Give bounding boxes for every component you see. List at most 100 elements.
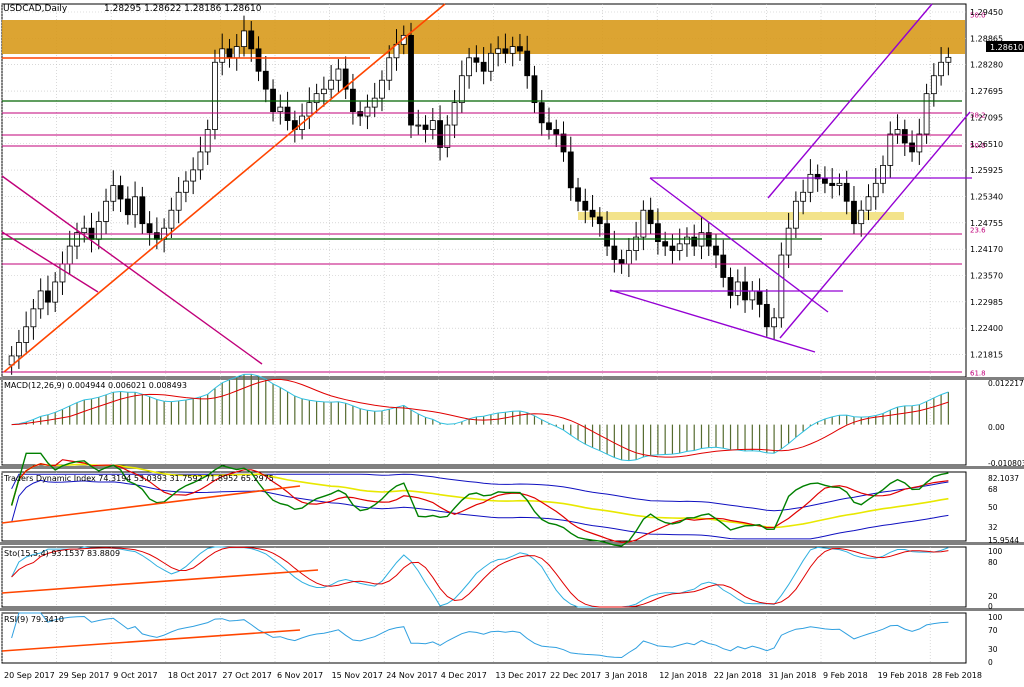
candle-body [408, 34, 414, 126]
candle-body [95, 221, 102, 240]
candle-body [117, 185, 124, 200]
candle-body [771, 317, 777, 328]
candle-body [894, 129, 901, 135]
candle-body [23, 326, 30, 343]
candle-body [822, 178, 828, 184]
x-tick-label: 22 Dec 2017 [550, 671, 601, 680]
x-tick-label: 18 Oct 2017 [168, 671, 217, 680]
y-tick-label: 1.21815 [970, 351, 1003, 360]
candle-body [901, 129, 908, 144]
candle-body [168, 209, 175, 229]
candle-body [444, 124, 451, 148]
candle-body [662, 241, 669, 247]
y-tick-label: 1.25925 [970, 166, 1003, 175]
indicator-tick-label: 0 [988, 658, 993, 667]
y-tick-label: 1.28280 [970, 61, 1003, 70]
candle-body [611, 245, 618, 260]
candle-body [183, 180, 189, 193]
candle-body [589, 209, 596, 218]
candle-body [676, 243, 683, 251]
candle-body [175, 191, 182, 211]
candle-body [640, 209, 647, 238]
candles [8, 15, 952, 375]
indicator-tick-label: 100 [988, 613, 1003, 622]
candle-body [829, 182, 836, 186]
candle-body [618, 259, 625, 265]
orange-trend-1 [3, 3, 446, 373]
candle-body [684, 236, 690, 245]
candle-body [502, 48, 509, 54]
candle-body [190, 169, 197, 182]
panel-separator-1 [0, 466, 1024, 469]
y-tick-label: 1.26510 [970, 140, 1003, 149]
candle-body [567, 151, 574, 189]
indicator-tick-label: 50 [988, 503, 998, 512]
x-tick-label: 3 Jan 2018 [605, 671, 648, 680]
x-tick-label: 15 Nov 2017 [332, 671, 383, 680]
candle-body [81, 227, 88, 234]
candle-body [124, 198, 131, 216]
candle-body [306, 102, 313, 117]
candle-body [524, 50, 531, 77]
candle-body [647, 209, 654, 225]
indicator-tick-label: 20 [988, 592, 998, 601]
candle-body [262, 70, 269, 90]
y-tick-label: 1.23570 [970, 272, 1003, 281]
x-tick-label: 13 Dec 2017 [495, 671, 546, 680]
tdi-title: Traders Dynamic Index 74.3194 53.0393 31… [3, 474, 274, 483]
x-tick-label: 22 Jan 2018 [714, 671, 762, 680]
candle-body [52, 281, 59, 303]
x-tick-label: 4 Dec 2017 [441, 671, 487, 680]
candle-body [727, 277, 734, 296]
candle-body [451, 102, 458, 126]
candle-body [814, 173, 821, 180]
indicator-tick-label: 68 [988, 485, 998, 494]
candle-body [923, 93, 930, 135]
candle-body [146, 223, 153, 234]
indicator-tick-label: 82.1037 [988, 474, 1019, 483]
magenta-trend-2 [1, 231, 99, 293]
sto-trendline [1, 569, 319, 594]
candle-body [466, 57, 473, 77]
candle-body [110, 185, 117, 202]
y-tick-label: 1.29450 [970, 8, 1003, 17]
candle-body [270, 88, 276, 112]
candle-body [582, 200, 589, 211]
candle-body [248, 30, 255, 50]
axes: 20 Sep 2017 29 Sep 2017 9 Oct 2017 18 Oct 2… [4, 8, 1024, 680]
indicator-tick-label: 100 [988, 547, 1003, 556]
candle-body [553, 129, 560, 135]
candle-body [45, 290, 51, 303]
tdi-lower-band [11, 479, 949, 540]
fib-label: 23.6 [970, 227, 986, 235]
candle-body [575, 187, 581, 202]
candle-body [633, 236, 640, 251]
sto-main-line [11, 546, 949, 608]
candle-body [713, 245, 719, 256]
macd-signal-line [11, 378, 949, 458]
candle-body [916, 133, 923, 153]
candle-body [655, 223, 661, 243]
candle-body [429, 120, 436, 130]
magenta-trend-1 [1, 175, 263, 365]
x-tick-label: 27 Oct 2017 [222, 671, 271, 680]
candle-body [219, 48, 226, 63]
indicators [1, 373, 949, 659]
x-tick-label: 19 Feb 2018 [878, 671, 928, 680]
candle-body [350, 88, 356, 112]
candle-body [66, 245, 73, 265]
fib-label: 38.2 [970, 112, 986, 120]
y-tick-label: 1.27695 [970, 87, 1003, 96]
candle-body [909, 142, 915, 153]
x-tick-label: 28 Feb 2018 [932, 671, 982, 680]
symbol-label: USDCAD,Daily [3, 4, 68, 14]
fib-label: 61.8 [970, 370, 986, 378]
overlays: 50.0 38.2 50.0 23.6 61.8 [1, 3, 986, 378]
tdi-trendline [1, 485, 301, 524]
candle-body [763, 303, 770, 328]
candle-body [139, 196, 146, 225]
candle-body [887, 133, 894, 166]
candle-body [930, 75, 937, 95]
